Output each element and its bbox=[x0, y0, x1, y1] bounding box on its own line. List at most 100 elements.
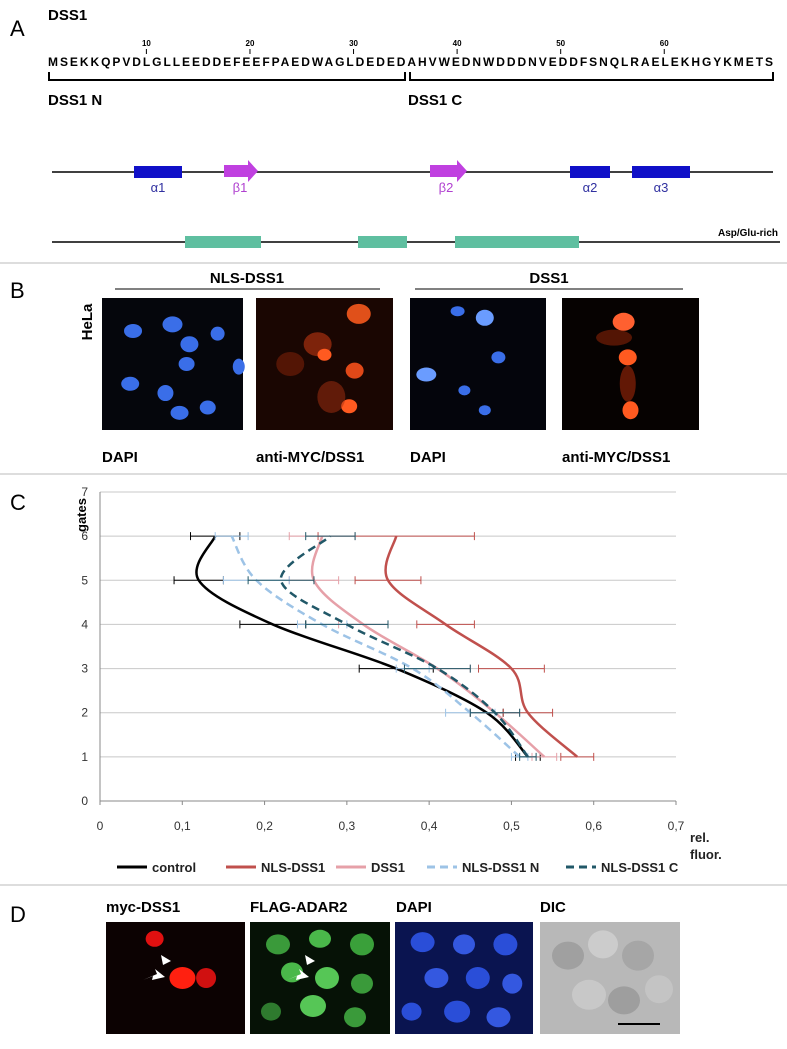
acidic-region bbox=[358, 236, 407, 248]
panel-label: D bbox=[10, 902, 26, 927]
cell bbox=[351, 973, 373, 994]
cell bbox=[350, 933, 374, 956]
acidic-region bbox=[185, 236, 261, 248]
panel-label: B bbox=[10, 278, 25, 303]
cell bbox=[450, 306, 465, 317]
cell bbox=[232, 358, 245, 375]
bracket bbox=[48, 72, 406, 81]
x-tick-label: 0,1 bbox=[174, 819, 191, 833]
cell bbox=[478, 405, 491, 416]
cell bbox=[124, 324, 143, 338]
x-tick-label: 0,4 bbox=[421, 819, 438, 833]
cell bbox=[341, 399, 358, 414]
series-line bbox=[384, 535, 579, 758]
domain-label: DSS1 N bbox=[48, 92, 102, 109]
image-label: DAPI bbox=[396, 899, 432, 916]
x-tick-label: 0,7 bbox=[668, 819, 685, 833]
structure-label: α2 bbox=[583, 180, 598, 195]
cell bbox=[622, 401, 639, 420]
y-tick-label: 7 bbox=[81, 485, 88, 499]
x-tick-label: 0,3 bbox=[339, 819, 356, 833]
cell bbox=[281, 962, 303, 983]
x-tick-label: 0 bbox=[97, 819, 104, 833]
cell bbox=[178, 357, 195, 371]
strand bbox=[224, 160, 258, 182]
structure-label: α3 bbox=[654, 180, 669, 195]
cell bbox=[465, 967, 490, 989]
cell bbox=[416, 367, 437, 382]
cell bbox=[645, 975, 673, 1004]
arrowhead bbox=[305, 955, 315, 965]
x-tick-label: 0,5 bbox=[503, 819, 520, 833]
error-bar bbox=[247, 576, 315, 585]
cell bbox=[475, 309, 494, 326]
image-label: DAPI bbox=[410, 449, 446, 466]
cell bbox=[180, 336, 199, 353]
error-bar bbox=[403, 664, 471, 673]
series-line bbox=[310, 535, 546, 758]
legend-label: NLS-DSS1 C bbox=[601, 860, 679, 875]
position-label: 40 bbox=[453, 39, 462, 48]
cell bbox=[169, 967, 196, 989]
series-line bbox=[195, 535, 529, 758]
helix bbox=[570, 166, 610, 178]
cell bbox=[300, 995, 326, 1017]
cell bbox=[552, 941, 584, 970]
cell bbox=[121, 376, 140, 391]
error-bar bbox=[305, 532, 356, 541]
strand bbox=[430, 160, 467, 182]
cell bbox=[317, 348, 332, 361]
cell bbox=[572, 979, 606, 1010]
legend-label: NLS-DSS1 N bbox=[462, 860, 539, 875]
domain-label: DSS1 C bbox=[408, 92, 462, 109]
cell bbox=[458, 385, 471, 396]
cell bbox=[596, 329, 633, 346]
legend-label: control bbox=[152, 860, 196, 875]
cell bbox=[345, 362, 364, 379]
structure-label: β2 bbox=[439, 180, 454, 195]
cell bbox=[619, 365, 636, 402]
arrow bbox=[143, 969, 165, 980]
image-label: anti-MYC/DSS1 bbox=[256, 449, 364, 466]
y-tick-label: 0 bbox=[81, 794, 88, 808]
cell bbox=[588, 930, 618, 959]
helix bbox=[632, 166, 690, 178]
cell bbox=[622, 940, 654, 971]
bracket bbox=[409, 72, 774, 81]
cell-line-label: HeLa bbox=[79, 303, 96, 340]
cell bbox=[266, 934, 290, 955]
group-label: NLS-DSS1 bbox=[210, 270, 284, 287]
image-label: DAPI bbox=[102, 449, 138, 466]
image-label: FLAG-ADAR2 bbox=[250, 899, 348, 916]
cell bbox=[502, 973, 523, 994]
legend-label: DSS1 bbox=[371, 860, 405, 875]
cell bbox=[162, 316, 183, 333]
arrow bbox=[287, 969, 309, 980]
position-label: 50 bbox=[556, 39, 565, 48]
cell bbox=[618, 349, 637, 366]
arrowhead bbox=[161, 955, 171, 965]
y-tick-label: 6 bbox=[81, 529, 88, 543]
series-line bbox=[279, 535, 529, 758]
series-line bbox=[230, 535, 521, 758]
position-label: 10 bbox=[142, 39, 151, 48]
cell bbox=[157, 385, 174, 402]
cell bbox=[344, 1007, 366, 1028]
cell bbox=[410, 932, 435, 953]
y-tick-label: 4 bbox=[81, 617, 88, 631]
cell bbox=[612, 312, 635, 331]
cell bbox=[453, 934, 475, 955]
structure-label: β1 bbox=[233, 180, 248, 195]
cell bbox=[199, 400, 216, 415]
panel-label: C bbox=[10, 490, 26, 515]
cell bbox=[170, 405, 189, 420]
cell bbox=[196, 968, 217, 988]
image-label: myc-DSS1 bbox=[106, 899, 180, 916]
sequence: MSEKKQPVDLGLLEEDDEFEEFPAEDWAGLDEDEDAHVWE… bbox=[48, 55, 773, 69]
region-label: Asp/Glu-rich bbox=[718, 228, 778, 239]
y-tick-label: 5 bbox=[81, 573, 88, 587]
structure-label: α1 bbox=[151, 180, 166, 195]
legend-label: NLS-DSS1 bbox=[261, 860, 325, 875]
